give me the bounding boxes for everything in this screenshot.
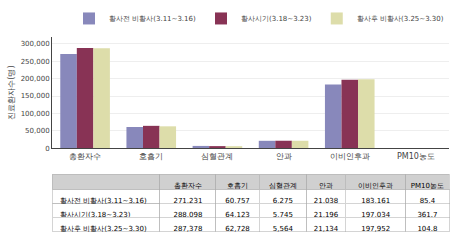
svg-text:50,000: 50,000	[25, 127, 50, 135]
svg-text:60,757: 60,757	[225, 196, 250, 205]
svg-text:심혈관계: 심혈관계	[269, 182, 297, 190]
svg-text:150,000: 150,000	[21, 92, 50, 100]
svg-text:250,000: 250,000	[21, 58, 50, 66]
svg-text:287,378: 287,378	[173, 225, 202, 233]
svg-text:64,123: 64,123	[225, 210, 250, 219]
svg-text:300,000: 300,000	[21, 40, 50, 48]
svg-text:21,196: 21,196	[313, 210, 339, 219]
svg-text:안과: 안과	[319, 182, 333, 190]
svg-text:5,564: 5,564	[273, 225, 294, 233]
svg-text:황사후 비황사(3.25~3.30): 황사후 비황사(3.25~3.30)	[357, 15, 444, 23]
svg-text:6,275: 6,275	[272, 196, 293, 205]
svg-text:심혈관계: 심혈관계	[201, 152, 233, 161]
svg-text:62,728: 62,728	[225, 225, 250, 233]
svg-text:총환자수: 총환자수	[174, 182, 202, 190]
svg-text:총환자수: 총환자수	[69, 152, 101, 161]
svg-text:PM10농도: PM10농도	[411, 182, 444, 190]
svg-text:이비인후과: 이비인후과	[358, 182, 393, 190]
svg-text:이비인후과: 이비인후과	[330, 152, 370, 161]
svg-text:104.8: 104.8	[417, 225, 437, 233]
svg-text:288,098: 288,098	[173, 210, 203, 219]
svg-text:200,000: 200,000	[21, 75, 50, 83]
svg-text:0: 0	[45, 145, 49, 153]
svg-text:호흡기: 호흡기	[139, 152, 163, 161]
svg-text:황사전 비황사(3.11~3.16): 황사전 비황사(3.11~3.16)	[60, 197, 147, 205]
svg-text:호흡기: 호흡기	[227, 182, 248, 190]
svg-text:황사전 비황사(3.11~3.16): 황사전 비황사(3.11~3.16)	[109, 15, 196, 23]
svg-text:황사시기(3.18~3.23): 황사시기(3.18~3.23)	[60, 210, 131, 219]
svg-text:진료환자수(명): 진료환자수(명)	[7, 65, 16, 119]
svg-text:197,952: 197,952	[361, 225, 390, 233]
svg-text:361.7: 361.7	[417, 210, 438, 219]
svg-text:197,034: 197,034	[361, 210, 391, 219]
svg-text:안과: 안과	[276, 152, 292, 161]
svg-text:21,134: 21,134	[314, 225, 339, 233]
svg-text:황사시기(3.18~3.23): 황사시기(3.18~3.23)	[241, 15, 312, 23]
svg-text:183,161: 183,161	[361, 196, 391, 205]
svg-text:PM10농도: PM10농도	[397, 152, 435, 161]
svg-text:황사후 비황사(3.25~3.30): 황사후 비황사(3.25~3.30)	[60, 225, 147, 233]
svg-text:5,745: 5,745	[272, 210, 293, 219]
svg-text:21,038: 21,038	[313, 196, 339, 205]
svg-text:85.4: 85.4	[419, 196, 436, 205]
svg-text:100,000: 100,000	[21, 110, 50, 118]
svg-text:271,231: 271,231	[173, 196, 203, 205]
